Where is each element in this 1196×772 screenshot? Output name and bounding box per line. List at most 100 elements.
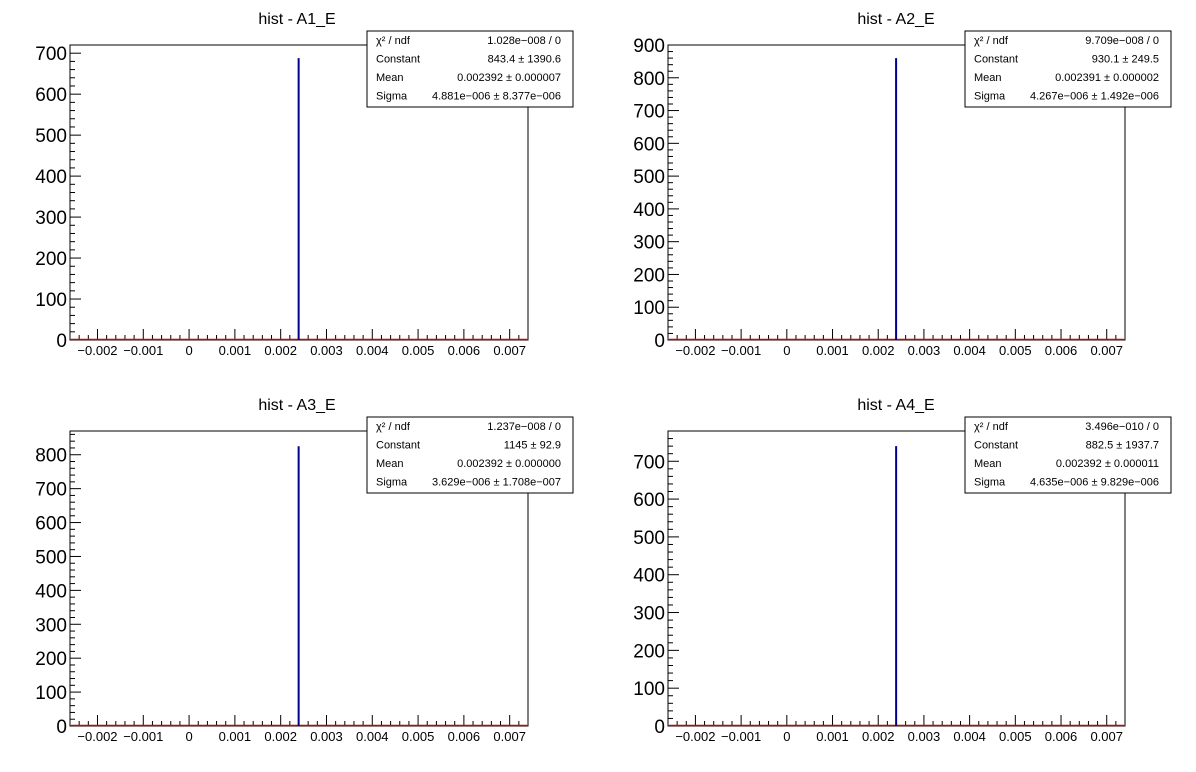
y-tick-label: 900 — [633, 36, 665, 57]
stat-value: 930.1 ± 249.5 — [1092, 54, 1159, 66]
stat-value: 0.002392 ± 0.000000 — [457, 458, 561, 470]
y-tick-label: 600 — [633, 490, 665, 511]
y-tick-label: 700 — [633, 102, 665, 123]
x-tick-label: 0.004 — [953, 343, 986, 358]
x-tick-label: 0.001 — [816, 343, 849, 358]
stats-box: χ² / ndf 1.237e−008 / 0 Constant 1145 ± 92.… — [366, 416, 574, 494]
y-tick-label: 0 — [654, 717, 665, 738]
stats-box-frame — [366, 416, 574, 494]
stat-label: Constant — [974, 54, 1018, 66]
y-tick-label: 700 — [35, 480, 67, 501]
stat-value: 1145 ± 92.9 — [504, 440, 561, 452]
x-tick-label: 0.003 — [310, 343, 343, 358]
stat-label: Sigma — [376, 91, 408, 103]
stat-value: 0.002392 ± 0.000007 — [457, 72, 561, 84]
y-tick-label: 200 — [35, 649, 67, 670]
y-tick-label: 700 — [35, 44, 67, 65]
x-tick-label: 0.002 — [264, 343, 297, 358]
x-tick-label: 0.003 — [310, 729, 343, 744]
x-tick-label: −0.001 — [721, 729, 761, 744]
x-tick-label: −0.001 — [721, 343, 761, 358]
x-tick-label: 0.005 — [999, 729, 1032, 744]
x-tick-label: 0.001 — [816, 729, 849, 744]
x-tick-label: 0.005 — [402, 343, 435, 358]
stat-value: 3.629e−006 ± 1.708e−007 — [432, 477, 561, 489]
stat-value: 3.496e−010 / 0 — [1085, 421, 1159, 433]
x-tick-label: 0.001 — [219, 729, 252, 744]
stat-label: Mean — [376, 72, 404, 84]
stat-value: 9.709e−008 / 0 — [1085, 35, 1159, 47]
x-tick-label: 0.004 — [356, 729, 389, 744]
y-tick-label: 200 — [633, 265, 665, 286]
stat-value: 4.635e−006 ± 9.829e−006 — [1030, 477, 1159, 489]
stat-value: 0.002391 ± 0.000002 — [1055, 72, 1159, 84]
x-tick-label: 0 — [185, 343, 192, 358]
x-tick-label: −0.002 — [675, 729, 715, 744]
stat-value: 4.881e−006 ± 8.377e−006 — [432, 91, 561, 103]
y-tick-label: 0 — [56, 331, 67, 352]
x-tick-label: 0.001 — [219, 343, 252, 358]
y-tick-label: 500 — [633, 528, 665, 549]
y-tick-label: 100 — [633, 679, 665, 700]
x-tick-label: 0 — [783, 729, 790, 744]
stat-value: 843.4 ± 1390.6 — [488, 54, 561, 66]
y-tick-label: 100 — [35, 290, 67, 311]
x-tick-label: 0.006 — [448, 729, 481, 744]
stat-value: 1.237e−008 / 0 — [487, 421, 561, 433]
stats-box-frame — [964, 416, 1172, 494]
stat-label: χ² / ndf — [376, 421, 411, 433]
x-tick-label: −0.001 — [123, 343, 163, 358]
y-tick-label: 400 — [633, 566, 665, 587]
stat-label: Constant — [974, 440, 1018, 452]
x-tick-label: 0.007 — [1090, 343, 1123, 358]
y-tick-label: 300 — [633, 604, 665, 625]
x-tick-label: 0.006 — [1045, 343, 1078, 358]
y-tick-label: 600 — [633, 134, 665, 155]
x-tick-label: 0.004 — [356, 343, 389, 358]
y-tick-label: 0 — [654, 331, 665, 352]
y-tick-label: 0 — [56, 717, 67, 738]
y-tick-label: 400 — [35, 581, 67, 602]
x-tick-label: 0.004 — [953, 729, 986, 744]
x-tick-label: −0.002 — [675, 343, 715, 358]
panel-title: hist - A4_E — [857, 397, 934, 414]
stat-label: Sigma — [974, 477, 1006, 489]
x-tick-label: −0.001 — [123, 729, 163, 744]
y-tick-label: 800 — [35, 446, 67, 467]
stat-label: Mean — [974, 72, 1002, 84]
stat-label: Mean — [974, 458, 1002, 470]
y-tick-label: 200 — [633, 641, 665, 662]
stat-value: 4.267e−006 ± 1.492e−006 — [1030, 91, 1159, 103]
x-tick-label: 0.006 — [1045, 729, 1078, 744]
panel-title: hist - A1_E — [258, 11, 335, 28]
panel-title: hist - A3_E — [258, 397, 335, 414]
stat-value: 0.002392 ± 0.000011 — [1056, 458, 1159, 470]
stat-label: Constant — [376, 54, 420, 66]
y-tick-label: 200 — [35, 249, 67, 270]
y-tick-label: 300 — [35, 615, 67, 636]
x-tick-label: 0.007 — [493, 729, 526, 744]
panel-title: hist - A2_E — [857, 11, 934, 28]
stat-label: χ² / ndf — [974, 35, 1009, 47]
y-tick-label: 300 — [633, 233, 665, 254]
x-tick-label: −0.002 — [77, 343, 117, 358]
y-tick-label: 500 — [633, 167, 665, 188]
y-tick-label: 500 — [35, 547, 67, 568]
x-tick-label: 0.003 — [908, 729, 941, 744]
y-tick-label: 400 — [633, 200, 665, 221]
stat-label: Mean — [376, 458, 404, 470]
stats-box-frame — [964, 30, 1172, 108]
stats-box-frame — [366, 30, 574, 108]
x-tick-label: 0 — [185, 729, 192, 744]
stats-box: χ² / ndf 9.709e−008 / 0 Constant 930.1 ± 24… — [964, 30, 1172, 108]
x-tick-label: 0.005 — [402, 729, 435, 744]
y-tick-label: 100 — [633, 298, 665, 319]
stat-label: Constant — [376, 440, 420, 452]
stat-label: χ² / ndf — [974, 421, 1009, 433]
y-tick-label: 600 — [35, 85, 67, 106]
stat-label: χ² / ndf — [376, 35, 411, 47]
y-tick-label: 700 — [633, 452, 665, 473]
y-tick-label: 500 — [35, 126, 67, 147]
stat-label: Sigma — [376, 477, 408, 489]
x-tick-label: 0.007 — [1090, 729, 1123, 744]
